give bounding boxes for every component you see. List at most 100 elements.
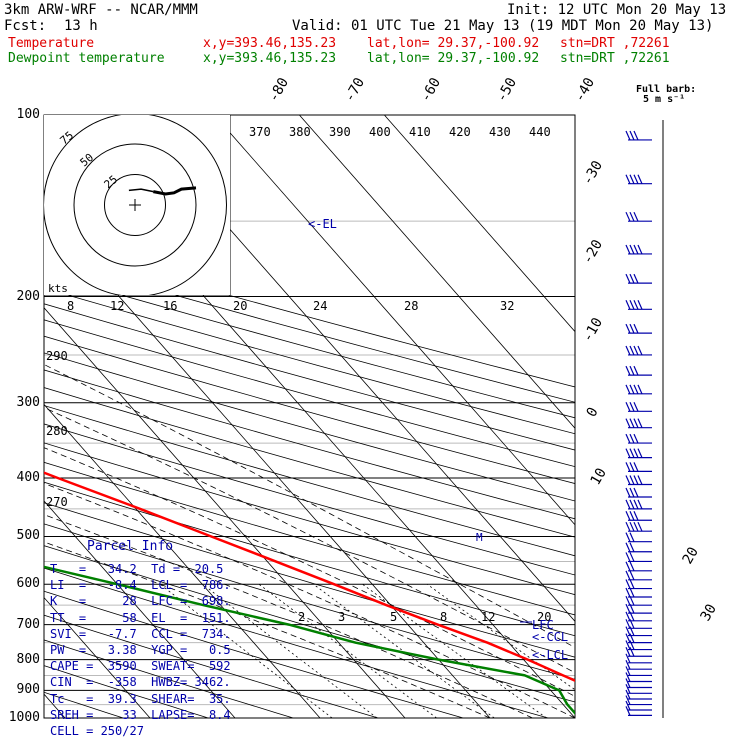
dry-adiabat xyxy=(44,423,575,576)
temp-station: stn=DRT ,72261 xyxy=(560,36,670,51)
isotherm-label-top: -40 xyxy=(572,75,599,105)
wind-barb xyxy=(625,365,652,376)
theta-e-label: 280 xyxy=(46,424,68,438)
dry-adiabat xyxy=(44,257,575,403)
wind-barb xyxy=(625,611,652,622)
wind-barb xyxy=(625,433,652,444)
parcel-info-row: T = 34.2 Td = 20.5 xyxy=(50,562,224,576)
theta-e-label: 270 xyxy=(46,495,68,509)
barb-legend-title: Full barb: xyxy=(636,84,697,95)
isotherm xyxy=(299,115,575,429)
theta-label: 400 xyxy=(369,125,391,139)
wind-barb xyxy=(625,174,652,185)
pressure-label-800: 800 xyxy=(16,651,40,667)
theta-label: 390 xyxy=(329,125,351,139)
wind-barb xyxy=(625,587,652,598)
dew-station: stn=DRT ,72261 xyxy=(560,51,670,66)
wind-barb xyxy=(625,570,652,581)
theta-label: 440 xyxy=(529,125,551,139)
pressure-label-200: 200 xyxy=(16,288,40,304)
wind-barb xyxy=(625,511,652,521)
wind-barb xyxy=(625,273,652,284)
wind-barb xyxy=(625,384,652,395)
theta-label: 380 xyxy=(289,125,311,139)
dew-xy: x,y=393.46,135.23 xyxy=(203,51,337,66)
wind-barb xyxy=(625,579,652,590)
pressure-label-300: 300 xyxy=(16,394,40,410)
pressure-label-1000: 1000 xyxy=(8,710,40,725)
dry-adiabat xyxy=(44,590,464,719)
wind-barb xyxy=(625,542,652,553)
wind-barb xyxy=(625,684,652,694)
isotherm xyxy=(44,307,406,719)
dry-adiabat xyxy=(44,481,575,637)
pressure-label-600: 600 xyxy=(16,576,40,592)
ccl-marker: <-CCL xyxy=(532,630,568,644)
dry-adiabat xyxy=(44,665,209,719)
theta-label: 420 xyxy=(449,125,471,139)
isotherm-label-top: -80 xyxy=(266,75,293,105)
dry-adiabat xyxy=(44,319,575,468)
parcel-info-row: CIN = -358 HWBZ= 3462. xyxy=(50,675,231,690)
forecast-hour: 13 h xyxy=(64,18,98,34)
wind-barb xyxy=(625,448,652,459)
mixing-ratio-label: 32 xyxy=(500,299,514,313)
dry-adiabat xyxy=(44,287,575,435)
forecast-label: Fcst: xyxy=(4,18,47,34)
dew-latlon: lat,lon= 29.37,-100.92 xyxy=(367,51,540,66)
wind-barb xyxy=(625,402,652,412)
dry-adiabat xyxy=(44,442,575,596)
isotherm-label-right: 30 xyxy=(698,601,720,624)
mixing-ratio-label: 12 xyxy=(110,299,124,313)
wind-barb xyxy=(625,695,652,706)
moist-adiabat xyxy=(44,541,491,719)
wind-barb xyxy=(625,521,652,532)
parcel-info-row: CAPE = 3590 SWEAT= 592 xyxy=(50,659,231,674)
wind-barb xyxy=(625,487,652,498)
parcel-info-row: TT = 58 EL = 151. xyxy=(50,610,231,625)
parcel-info-row: Tc = 39.3 SHEAR= 35. xyxy=(50,691,231,706)
isotherm-label-right: -30 xyxy=(580,158,607,188)
pressure-label-100: 100 xyxy=(16,107,40,122)
wind-barb xyxy=(625,700,652,711)
theta-label: 410 xyxy=(409,125,431,139)
mixing-ratio-label: 28 xyxy=(404,299,418,313)
temperature-trace xyxy=(44,471,575,682)
wind-barb xyxy=(625,475,652,486)
hodograph xyxy=(44,115,230,295)
dry-adiabat xyxy=(44,545,575,703)
isotherm xyxy=(44,596,151,719)
wind-barb xyxy=(625,633,652,644)
wind-barb xyxy=(625,706,652,716)
parcel-info-row: PW = 3.38 YGP = 0.5 xyxy=(50,643,231,657)
parcel-info-title: Parcel Info xyxy=(87,539,174,554)
pressure-label-400: 400 xyxy=(16,470,40,486)
mixing-ratio-label-low: 12 xyxy=(481,610,495,624)
temp-latlon: lat,lon= 29.37,-100.92 xyxy=(367,36,540,51)
moist-adiabat xyxy=(44,364,575,649)
hodograph-ring xyxy=(104,174,166,236)
pressure-label-900: 900 xyxy=(16,682,40,698)
wind-barb xyxy=(625,595,652,606)
wind-barb xyxy=(625,626,652,637)
dry-adiabat xyxy=(44,567,549,719)
mixing-ratio-label-low: 3 xyxy=(338,610,345,624)
dry-adiabat xyxy=(44,335,575,485)
wind-barb xyxy=(625,689,652,700)
wind-barb xyxy=(625,552,652,563)
parcel-info-row: CELL = 250/27 xyxy=(50,724,144,738)
wind-barb xyxy=(625,532,652,543)
mixing-ratio-label: 24 xyxy=(313,299,327,313)
isotherm-label-right: 0 xyxy=(584,405,602,420)
mixing-ratio-label-low: 20 xyxy=(537,610,551,624)
lfc-marker: LFC xyxy=(532,618,554,632)
isotherm-label-right: 10 xyxy=(588,465,610,488)
isotherm-label-right: -10 xyxy=(580,315,607,345)
mixing-ratio-label-low: 2 xyxy=(298,610,305,624)
wind-barb xyxy=(625,211,652,222)
isotherm-label-top: -60 xyxy=(418,75,445,105)
mixing-ratio-line xyxy=(426,583,575,691)
init-time: Init: 12 UTC Mon 20 May 13 xyxy=(507,2,727,18)
hodograph-ring xyxy=(44,115,227,295)
